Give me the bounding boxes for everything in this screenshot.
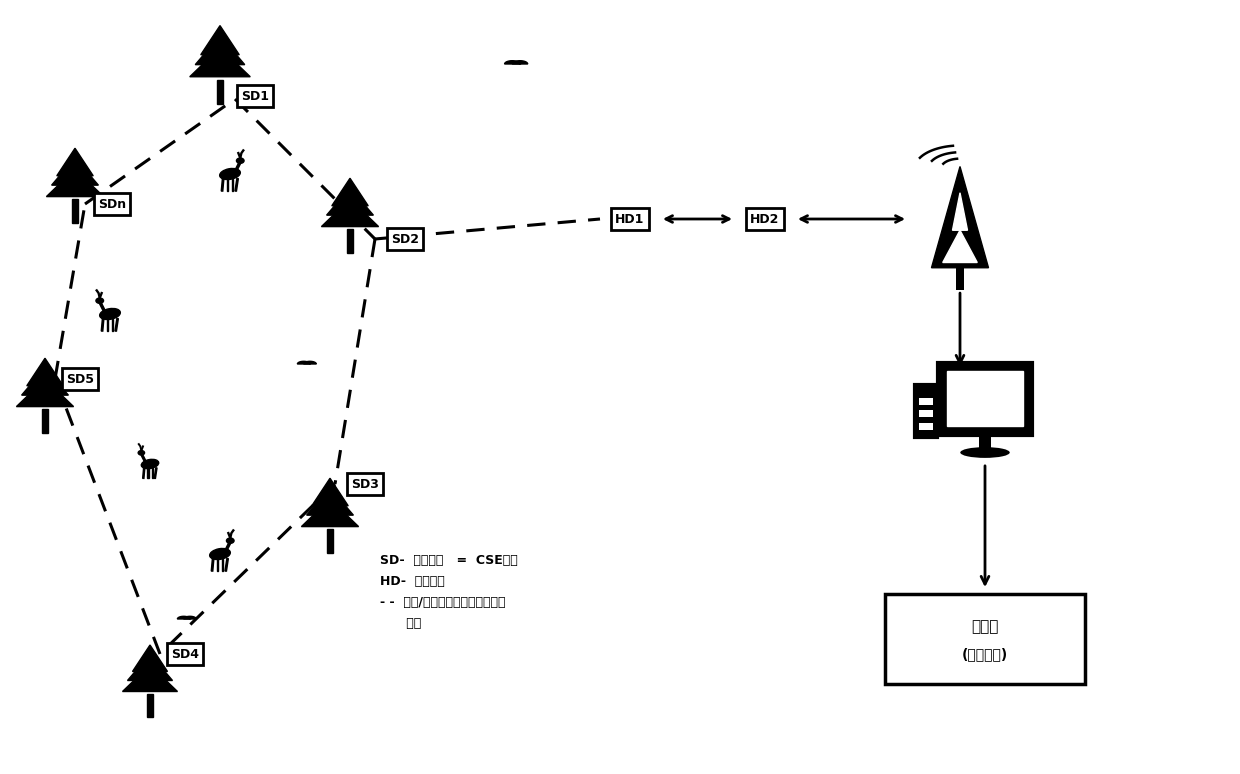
Polygon shape xyxy=(201,26,239,55)
Polygon shape xyxy=(505,60,520,64)
Polygon shape xyxy=(57,149,93,176)
Ellipse shape xyxy=(237,158,244,163)
Polygon shape xyxy=(221,179,224,191)
Polygon shape xyxy=(115,319,118,331)
FancyBboxPatch shape xyxy=(947,371,1023,426)
Polygon shape xyxy=(347,229,353,252)
Polygon shape xyxy=(99,303,105,311)
Polygon shape xyxy=(133,645,167,672)
Polygon shape xyxy=(217,559,218,571)
FancyBboxPatch shape xyxy=(915,385,937,437)
Polygon shape xyxy=(224,559,228,571)
Ellipse shape xyxy=(188,618,191,620)
Bar xyxy=(919,410,934,417)
Ellipse shape xyxy=(95,298,104,303)
Ellipse shape xyxy=(99,309,120,320)
Polygon shape xyxy=(512,60,528,64)
Text: SDn: SDn xyxy=(98,197,126,211)
Polygon shape xyxy=(72,199,78,223)
Text: SD1: SD1 xyxy=(241,90,269,102)
Polygon shape xyxy=(311,478,348,505)
Polygon shape xyxy=(46,169,104,197)
Polygon shape xyxy=(42,409,48,433)
Polygon shape xyxy=(102,319,104,331)
Text: HD2: HD2 xyxy=(750,213,780,225)
Polygon shape xyxy=(232,179,233,191)
Polygon shape xyxy=(151,467,153,478)
Polygon shape xyxy=(952,193,967,230)
Bar xyxy=(956,266,963,290)
Ellipse shape xyxy=(219,169,241,180)
Text: (数据分析): (数据分析) xyxy=(962,647,1008,661)
Polygon shape xyxy=(298,361,310,364)
Ellipse shape xyxy=(960,447,1009,458)
Bar xyxy=(919,398,934,405)
Polygon shape xyxy=(141,455,146,461)
Text: 管理员: 管理员 xyxy=(971,619,998,635)
Ellipse shape xyxy=(309,363,311,365)
Text: SD2: SD2 xyxy=(391,232,419,245)
Text: SD3: SD3 xyxy=(351,478,379,491)
Polygon shape xyxy=(326,187,373,215)
Polygon shape xyxy=(190,47,250,77)
Polygon shape xyxy=(16,379,73,406)
Polygon shape xyxy=(332,178,368,206)
Text: HD1: HD1 xyxy=(615,213,645,225)
Polygon shape xyxy=(301,499,358,526)
Bar xyxy=(919,423,934,430)
Ellipse shape xyxy=(227,538,234,543)
Polygon shape xyxy=(177,616,190,619)
Polygon shape xyxy=(148,467,149,478)
Polygon shape xyxy=(123,665,177,691)
Polygon shape xyxy=(222,559,223,571)
Polygon shape xyxy=(195,36,244,65)
Polygon shape xyxy=(154,467,157,478)
Polygon shape xyxy=(217,80,223,104)
Polygon shape xyxy=(21,368,68,396)
FancyBboxPatch shape xyxy=(937,362,1032,434)
Ellipse shape xyxy=(138,450,145,455)
Text: SD5: SD5 xyxy=(66,372,94,385)
Polygon shape xyxy=(128,654,172,680)
Ellipse shape xyxy=(210,549,231,560)
Polygon shape xyxy=(942,230,977,262)
Polygon shape xyxy=(234,179,238,191)
Polygon shape xyxy=(931,166,988,268)
Polygon shape xyxy=(107,319,108,331)
Polygon shape xyxy=(52,158,98,185)
Polygon shape xyxy=(184,616,196,619)
Polygon shape xyxy=(148,694,153,717)
Polygon shape xyxy=(304,361,316,364)
Polygon shape xyxy=(211,559,215,571)
Polygon shape xyxy=(112,319,113,331)
Text: SD4: SD4 xyxy=(171,648,198,660)
Polygon shape xyxy=(306,488,353,515)
Polygon shape xyxy=(27,358,63,385)
Polygon shape xyxy=(143,467,145,478)
Ellipse shape xyxy=(518,63,521,65)
Polygon shape xyxy=(321,199,378,227)
Polygon shape xyxy=(224,543,231,551)
Bar xyxy=(978,432,991,450)
Polygon shape xyxy=(327,529,334,553)
Polygon shape xyxy=(227,179,228,191)
Polygon shape xyxy=(234,163,241,171)
Ellipse shape xyxy=(141,459,159,469)
FancyBboxPatch shape xyxy=(885,594,1085,684)
Text: SD-  传感装置   =  CSE装置
HD-  跳跃装置
- -  无线/有线多级跳跃网络的通信
      链路: SD- 传感装置 = CSE装置 HD- 跳跃装置 - - 无线/有线多级跳跃网… xyxy=(379,554,518,630)
